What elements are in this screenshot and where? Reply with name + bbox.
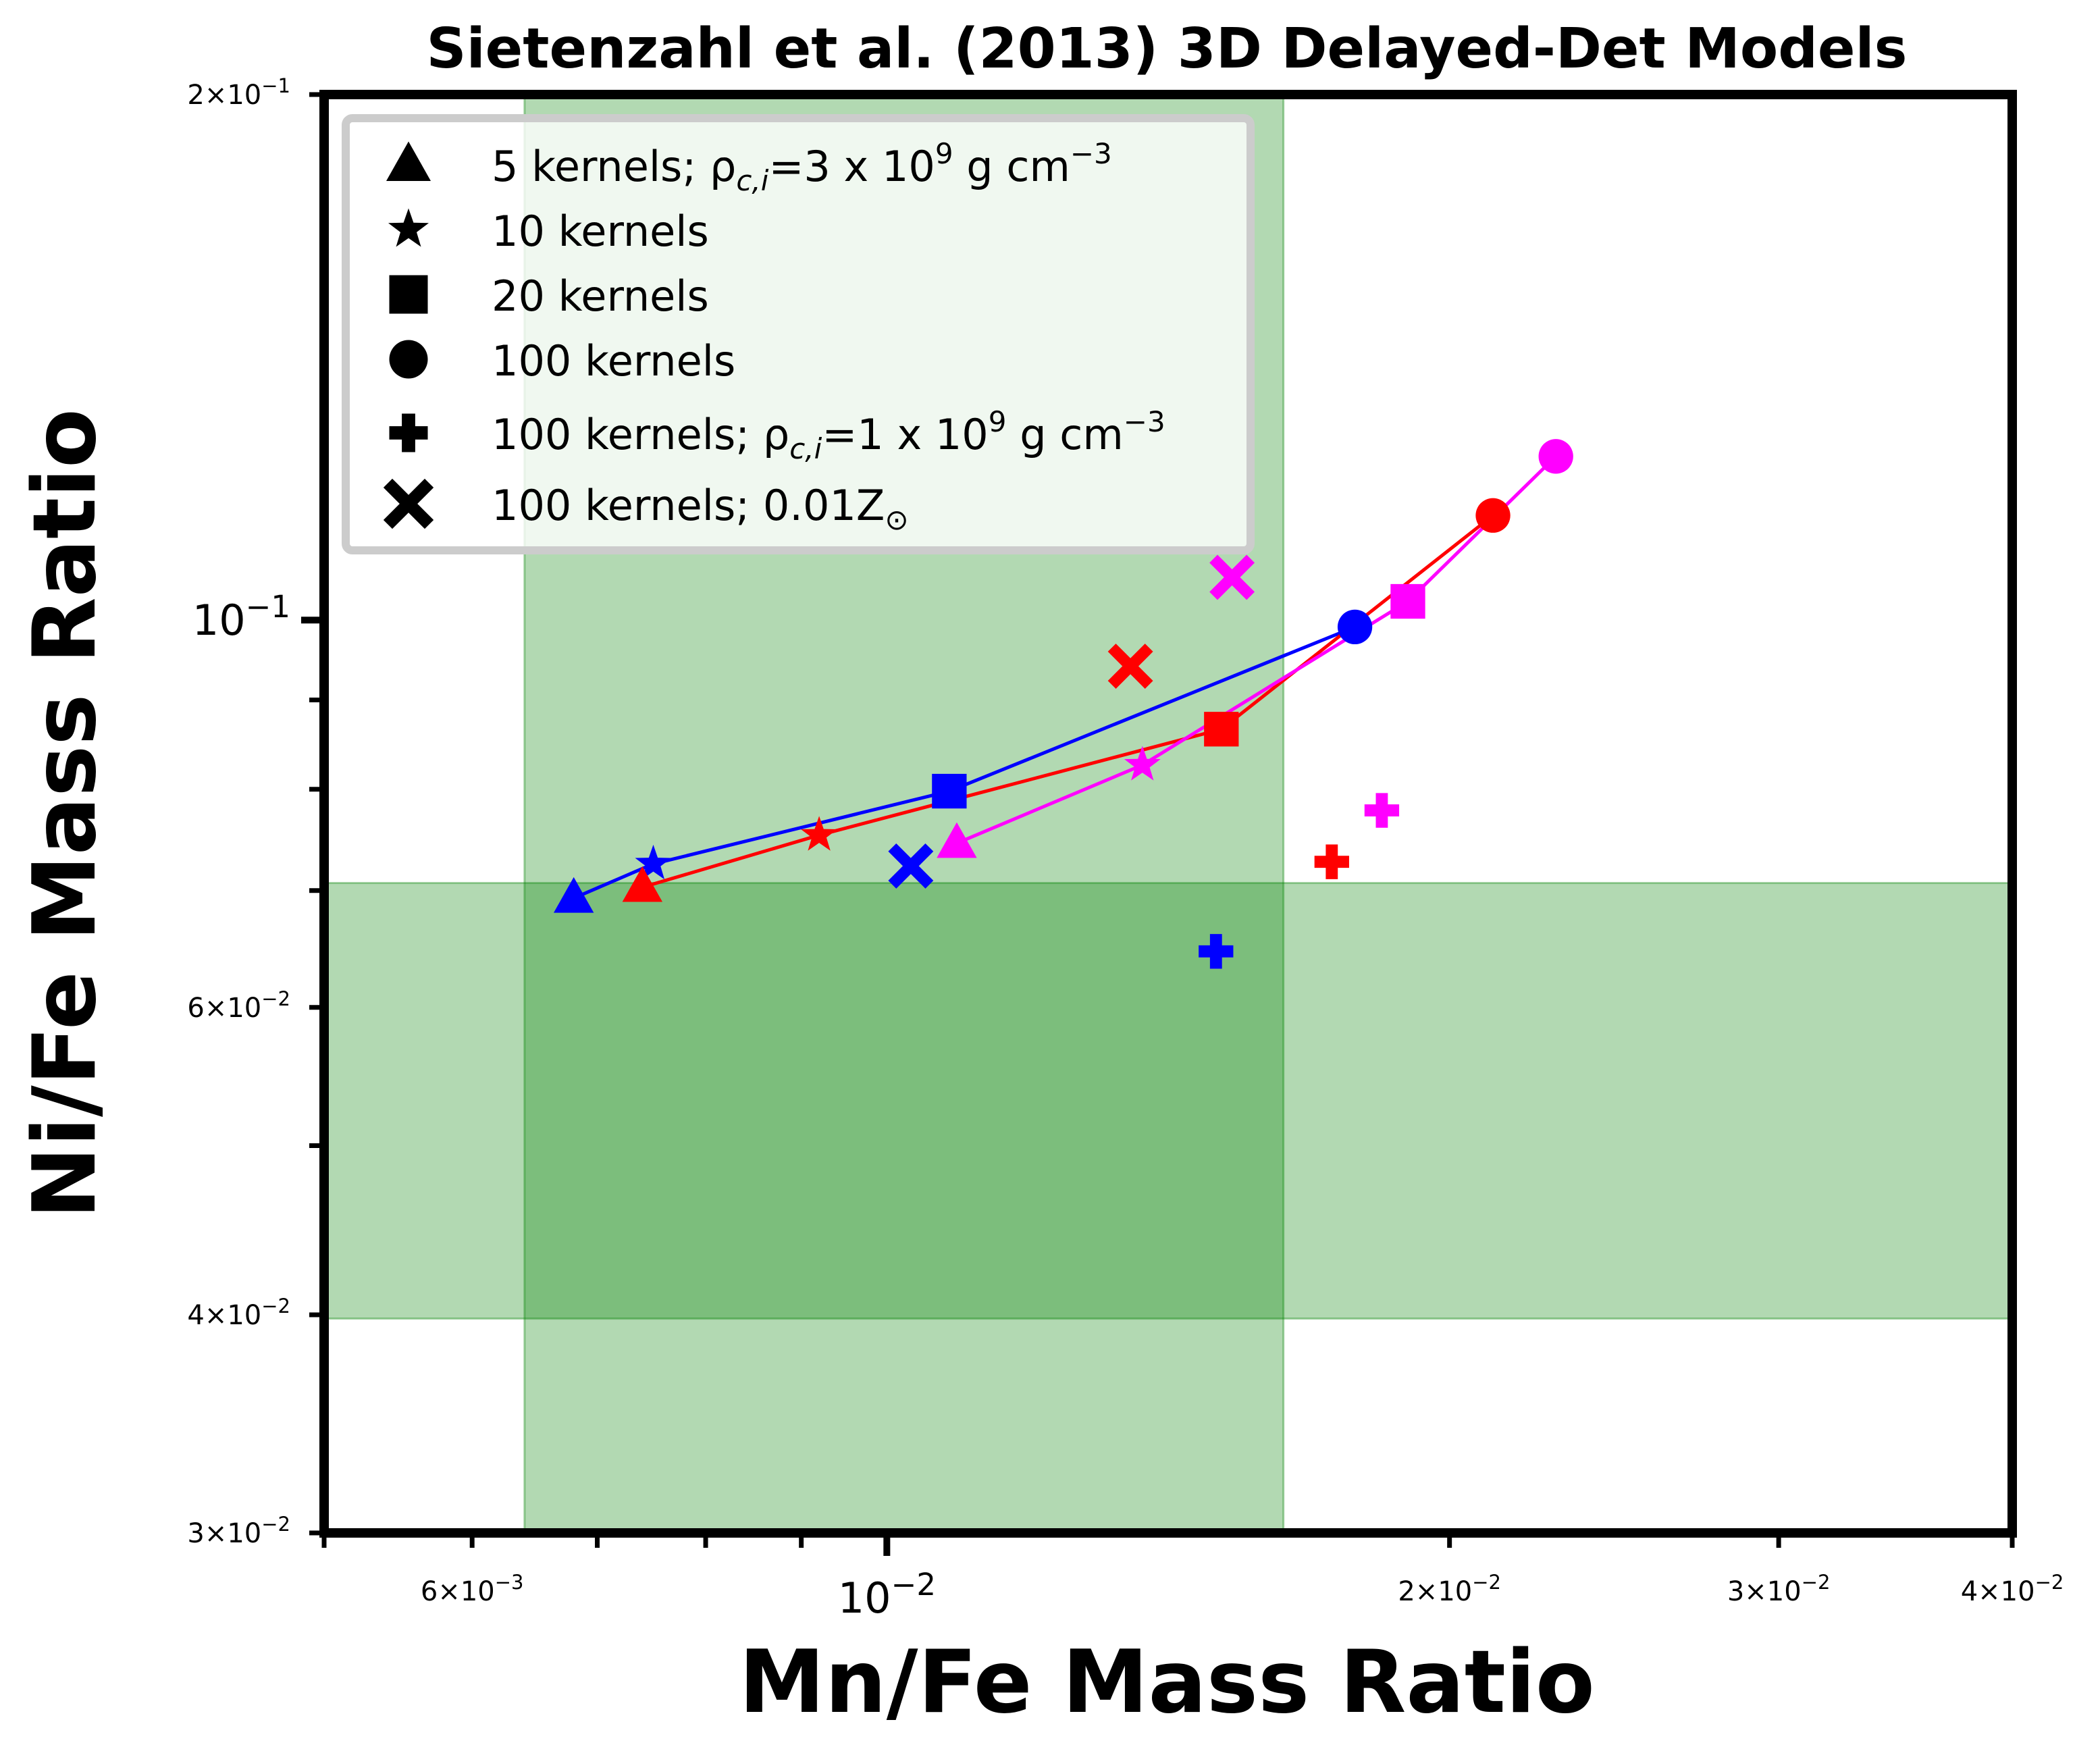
point-square-series-2 — [1204, 712, 1239, 747]
tick-mantissa: 2× — [1398, 1576, 1438, 1607]
x-axis-label: Mn/Fe Mass Ratio — [739, 1632, 1595, 1733]
tick-base: 10 — [192, 596, 246, 645]
legend-marker-square — [389, 275, 428, 314]
tick-exponent: −2 — [261, 987, 290, 1010]
tick-base: 10 — [2001, 1576, 2035, 1607]
legend: 5 kernels; ρc,i=3 x 109 g cm−310 kernels… — [342, 114, 1255, 554]
legend-marker-circle — [389, 340, 428, 379]
point-star-series-2 — [801, 816, 838, 851]
point-circle-series-2 — [1475, 498, 1511, 533]
tick-exponent: −2 — [261, 1295, 290, 1318]
point-x-series-1 — [888, 843, 934, 889]
y-tick-label: 10−1 — [192, 589, 290, 645]
tick-exponent: −2 — [1472, 1571, 1501, 1594]
legend-label: 100 kernels; 0.01Z — [492, 481, 885, 530]
legend-label: 100 kernels — [492, 336, 735, 386]
series-line-1 — [573, 625, 1356, 900]
tick-mantissa: 2× — [187, 80, 227, 111]
x-tick-label: 2×10−2 — [1398, 1571, 1501, 1607]
tick-base: 10 — [461, 1576, 495, 1607]
legend-marker-star — [388, 208, 429, 247]
tick-base: 10 — [227, 1300, 261, 1331]
legend-label-tail: g cm — [953, 142, 1070, 191]
x-tick-label: 4×10−2 — [1961, 1571, 2064, 1607]
tick-mantissa: 3× — [187, 1518, 227, 1549]
tick-exponent: −2 — [2035, 1571, 2064, 1594]
x-tick-label: 3×10−2 — [1727, 1571, 1831, 1607]
legend-label: 5 kernels; ρ — [492, 142, 736, 191]
legend-superscript: 9 — [935, 137, 953, 170]
tick-mantissa: 6× — [187, 993, 227, 1024]
tick-exponent: −1 — [246, 589, 290, 625]
tick-mantissa: 4× — [187, 1300, 227, 1331]
point-square-series-1 — [932, 773, 967, 809]
y-tick-label: 2×10−1 — [187, 74, 290, 111]
legend-marker-x — [383, 478, 434, 529]
legend-label-tail: g cm — [1006, 410, 1123, 459]
tick-exponent: −1 — [261, 74, 290, 97]
legend-superscript-2: −3 — [1124, 405, 1165, 438]
legend-label-rest: =3 x 10 — [768, 142, 935, 191]
point-plus-series-1 — [1199, 934, 1234, 969]
legend-superscript: 9 — [989, 405, 1007, 438]
tick-exponent: −2 — [1802, 1571, 1831, 1594]
legend-entry-5: 100 kernels; ρc,i=1 x 109 g cm−3 — [492, 405, 1165, 465]
x-tick-label: 10−2 — [838, 1567, 936, 1623]
x-tick-label: 6×10−3 — [421, 1571, 524, 1607]
point-triangle-series-3 — [937, 822, 977, 858]
point-star-series-1 — [635, 844, 672, 880]
tick-mantissa: 6× — [421, 1576, 461, 1607]
point-plus-series-3 — [1364, 793, 1400, 828]
legend-marker-triangle — [386, 141, 431, 181]
tick-exponent: −2 — [261, 1513, 290, 1536]
legend-subscript: ⊙ — [885, 503, 908, 536]
point-circle-series-1 — [1337, 609, 1373, 645]
tick-exponent: −2 — [891, 1567, 936, 1602]
y-tick-label: 3×10−2 — [187, 1513, 290, 1549]
point-circle-series-3 — [1538, 439, 1573, 474]
point-x-series-2 — [1107, 644, 1153, 689]
legend-label-rest: =1 x 10 — [822, 410, 988, 459]
point-square-series-3 — [1390, 583, 1425, 619]
axis-ticks: 6×10−3 10−2 2×10−2 3×10−2 4×10−23×10−24×10−2… — [187, 74, 2064, 1623]
tick-base: 10 — [838, 1573, 891, 1623]
y-tick-label: 6×10−2 — [187, 987, 290, 1024]
tick-mantissa: 3× — [1727, 1576, 1767, 1607]
legend-label: 20 kernels — [492, 271, 709, 321]
tick-base: 10 — [227, 1518, 261, 1549]
point-x-series-3 — [1209, 554, 1255, 600]
legend-subscript: c,i — [789, 432, 822, 465]
legend-superscript-2: −3 — [1070, 137, 1112, 170]
plot-frame — [319, 90, 2017, 1538]
tick-mantissa: 4× — [1961, 1576, 2001, 1607]
legend-label: 10 kernels — [492, 207, 709, 256]
point-star-series-3 — [1124, 746, 1161, 781]
point-triangle-series-2 — [622, 866, 663, 902]
legend-label: 100 kernels; ρ — [492, 410, 789, 459]
tick-base: 10 — [227, 80, 261, 111]
tick-base: 10 — [1767, 1576, 1802, 1607]
legend-box — [342, 114, 1255, 554]
tick-base: 10 — [227, 993, 261, 1024]
series-line-3 — [955, 455, 1557, 845]
data-points — [553, 439, 1573, 969]
legend-entry-2: 10 kernels — [492, 207, 709, 256]
legend-marker-plus — [389, 413, 428, 452]
chart-title: Sietenzahl et al. (2013) 3D Delayed-Det … — [427, 17, 1908, 81]
legend-entry-4: 100 kernels — [492, 336, 735, 386]
legend-entry-1: 5 kernels; ρc,i=3 x 109 g cm−3 — [492, 137, 1112, 197]
legend-entry-6: 100 kernels; 0.01Z⊙ — [492, 481, 909, 536]
tick-base: 10 — [1438, 1576, 1472, 1607]
point-plus-series-2 — [1314, 844, 1349, 879]
shaded-region-2 — [323, 882, 2014, 1320]
legend-entry-3: 20 kernels — [492, 271, 709, 321]
y-axis-label: Ni/Fe Mass Ratio — [15, 409, 115, 1219]
point-triangle-series-1 — [553, 877, 594, 913]
y-tick-label: 4×10−2 — [187, 1295, 290, 1331]
tick-exponent: −3 — [495, 1571, 524, 1594]
legend-subscript: c,i — [736, 164, 768, 197]
